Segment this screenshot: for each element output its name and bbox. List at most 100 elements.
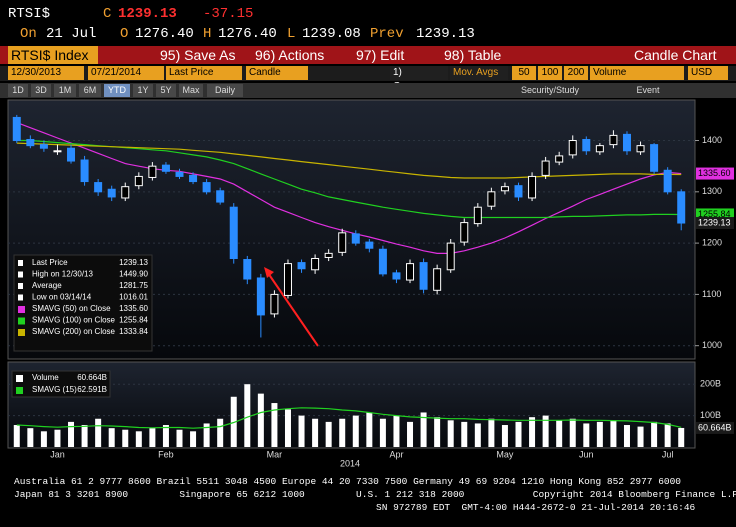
range-tab[interactable]: 3D <box>31 84 51 97</box>
range-tab-active[interactable]: YTD <box>104 84 130 97</box>
legend-value: 1239.13 <box>119 258 148 267</box>
period[interactable]: 50 <box>512 66 536 80</box>
x-axis-year: 2014 <box>340 458 360 468</box>
end-date[interactable]: 07/21/2014 <box>88 66 164 80</box>
legend-value: 1281.75 <box>119 281 148 290</box>
range-tab[interactable]: 1D <box>8 84 28 97</box>
open-label: O <box>120 26 129 42</box>
volume-bar <box>339 418 346 447</box>
moving-average-line <box>16 142 682 179</box>
volume-bar <box>40 431 47 447</box>
toolbar-button[interactable]: 96) Actions <box>255 47 325 63</box>
legend-value: 1335.60 <box>119 304 148 313</box>
mov-avgs[interactable]: Mov. Avgs <box>450 66 508 80</box>
low-value: 1239.08 <box>302 26 361 42</box>
range-tab[interactable]: 1Y <box>133 84 153 97</box>
volume-bar <box>651 421 658 447</box>
candle-body <box>175 171 184 177</box>
volume-bar <box>474 423 481 447</box>
volume-bar <box>393 415 400 447</box>
start-date[interactable]: 12/30/2013 <box>8 66 84 80</box>
volume-bar <box>217 418 224 447</box>
candle-body <box>202 182 211 193</box>
chart: 2014 1000 1100 1200 1300 1400 100B 200B Jan Feb M… <box>7 99 734 468</box>
candle-body <box>107 188 116 198</box>
style-select[interactable]: Candle <box>246 66 308 80</box>
last-price: 1239.13 <box>118 6 177 22</box>
prev-label: Prev <box>370 26 404 42</box>
legend-swatch <box>18 271 23 278</box>
volume-bar <box>298 415 305 447</box>
study-select[interactable]: Volume <box>590 66 684 80</box>
legend-swatch <box>18 306 25 313</box>
value-tag-label: 1255.84 <box>698 209 731 219</box>
frequency[interactable]: Daily <box>207 84 243 97</box>
currency[interactable]: USD <box>688 66 728 80</box>
volume-bar <box>623 425 630 447</box>
volume-bar <box>54 429 61 447</box>
candle-body <box>216 190 225 203</box>
x-tick-label: Mar <box>267 449 283 459</box>
y-tick-label: 200B <box>700 379 721 389</box>
candle-body <box>39 144 48 149</box>
annotation-arrow <box>267 272 319 347</box>
toolbar-button[interactable]: 95) Save As <box>160 47 236 63</box>
value-tag-label: 1335.60 <box>698 168 731 178</box>
candle-body <box>270 293 279 315</box>
candle-body <box>433 268 442 291</box>
volume-bar <box>447 420 454 447</box>
period[interactable]: 100 <box>538 66 562 80</box>
range-tab[interactable]: 5Y <box>156 84 176 97</box>
security-field[interactable]: RTSI$ Index <box>8 46 98 64</box>
event[interactable]: Event <box>618 84 678 97</box>
range-tab[interactable]: 1M <box>54 84 76 97</box>
legend-label: SMAVG (15) <box>32 385 77 394</box>
candle-body <box>528 175 537 199</box>
prev-value: 1239.13 <box>416 26 475 42</box>
field-select[interactable]: Last Price <box>166 66 242 80</box>
legend-label: SMAVG (50) on Close <box>32 304 111 313</box>
legend-value: 1255.84 <box>119 316 148 325</box>
candle-body <box>161 164 170 172</box>
candle-body <box>500 186 509 192</box>
toolbar-button[interactable]: 97) Edit <box>356 47 405 63</box>
period[interactable]: 200 <box>564 66 588 80</box>
range-tab[interactable]: 6M <box>79 84 101 97</box>
value-tag <box>696 217 734 230</box>
volume-bar <box>664 423 671 447</box>
legend-label: Last Price <box>32 258 68 267</box>
footer-line: Australia 61 2 9777 8600 Brazil 5511 304… <box>14 476 682 487</box>
x-tick-label: Jun <box>579 449 594 459</box>
legend-label: Low on 03/14/14 <box>32 293 92 302</box>
volume-bar <box>68 421 75 447</box>
volume-bar <box>610 420 617 447</box>
value-tag <box>696 421 734 434</box>
legend-swatch <box>18 283 23 289</box>
low-label: L <box>287 26 296 42</box>
range-tab[interactable]: Max <box>179 84 203 97</box>
candle-body <box>53 150 62 153</box>
legend-value: 1333.84 <box>119 327 148 336</box>
x-tick-label: May <box>496 449 514 459</box>
y-tick-label: 1400 <box>702 135 722 145</box>
legend-box <box>11 370 111 398</box>
date-label: On <box>20 26 37 42</box>
volume-bar <box>190 431 197 447</box>
volume-bar <box>420 412 427 447</box>
high-value: 1276.40 <box>218 26 277 42</box>
candle-body <box>243 259 252 280</box>
volume-bar <box>162 425 169 447</box>
legend-swatch <box>18 329 25 336</box>
volume-sma-line <box>16 407 682 429</box>
high-label: H <box>203 26 212 42</box>
volume-bar <box>352 415 359 447</box>
candle-body <box>555 155 564 163</box>
candle-body <box>622 133 631 152</box>
candle-body <box>365 241 374 249</box>
candle-body <box>650 144 659 172</box>
y-tick-label: 100B <box>700 410 721 420</box>
security-study[interactable]: Security/Study <box>500 84 600 97</box>
toolbar-button[interactable]: 98) Table <box>444 47 502 63</box>
close-label: C <box>103 6 112 22</box>
annotation-arrowhead <box>264 267 274 278</box>
